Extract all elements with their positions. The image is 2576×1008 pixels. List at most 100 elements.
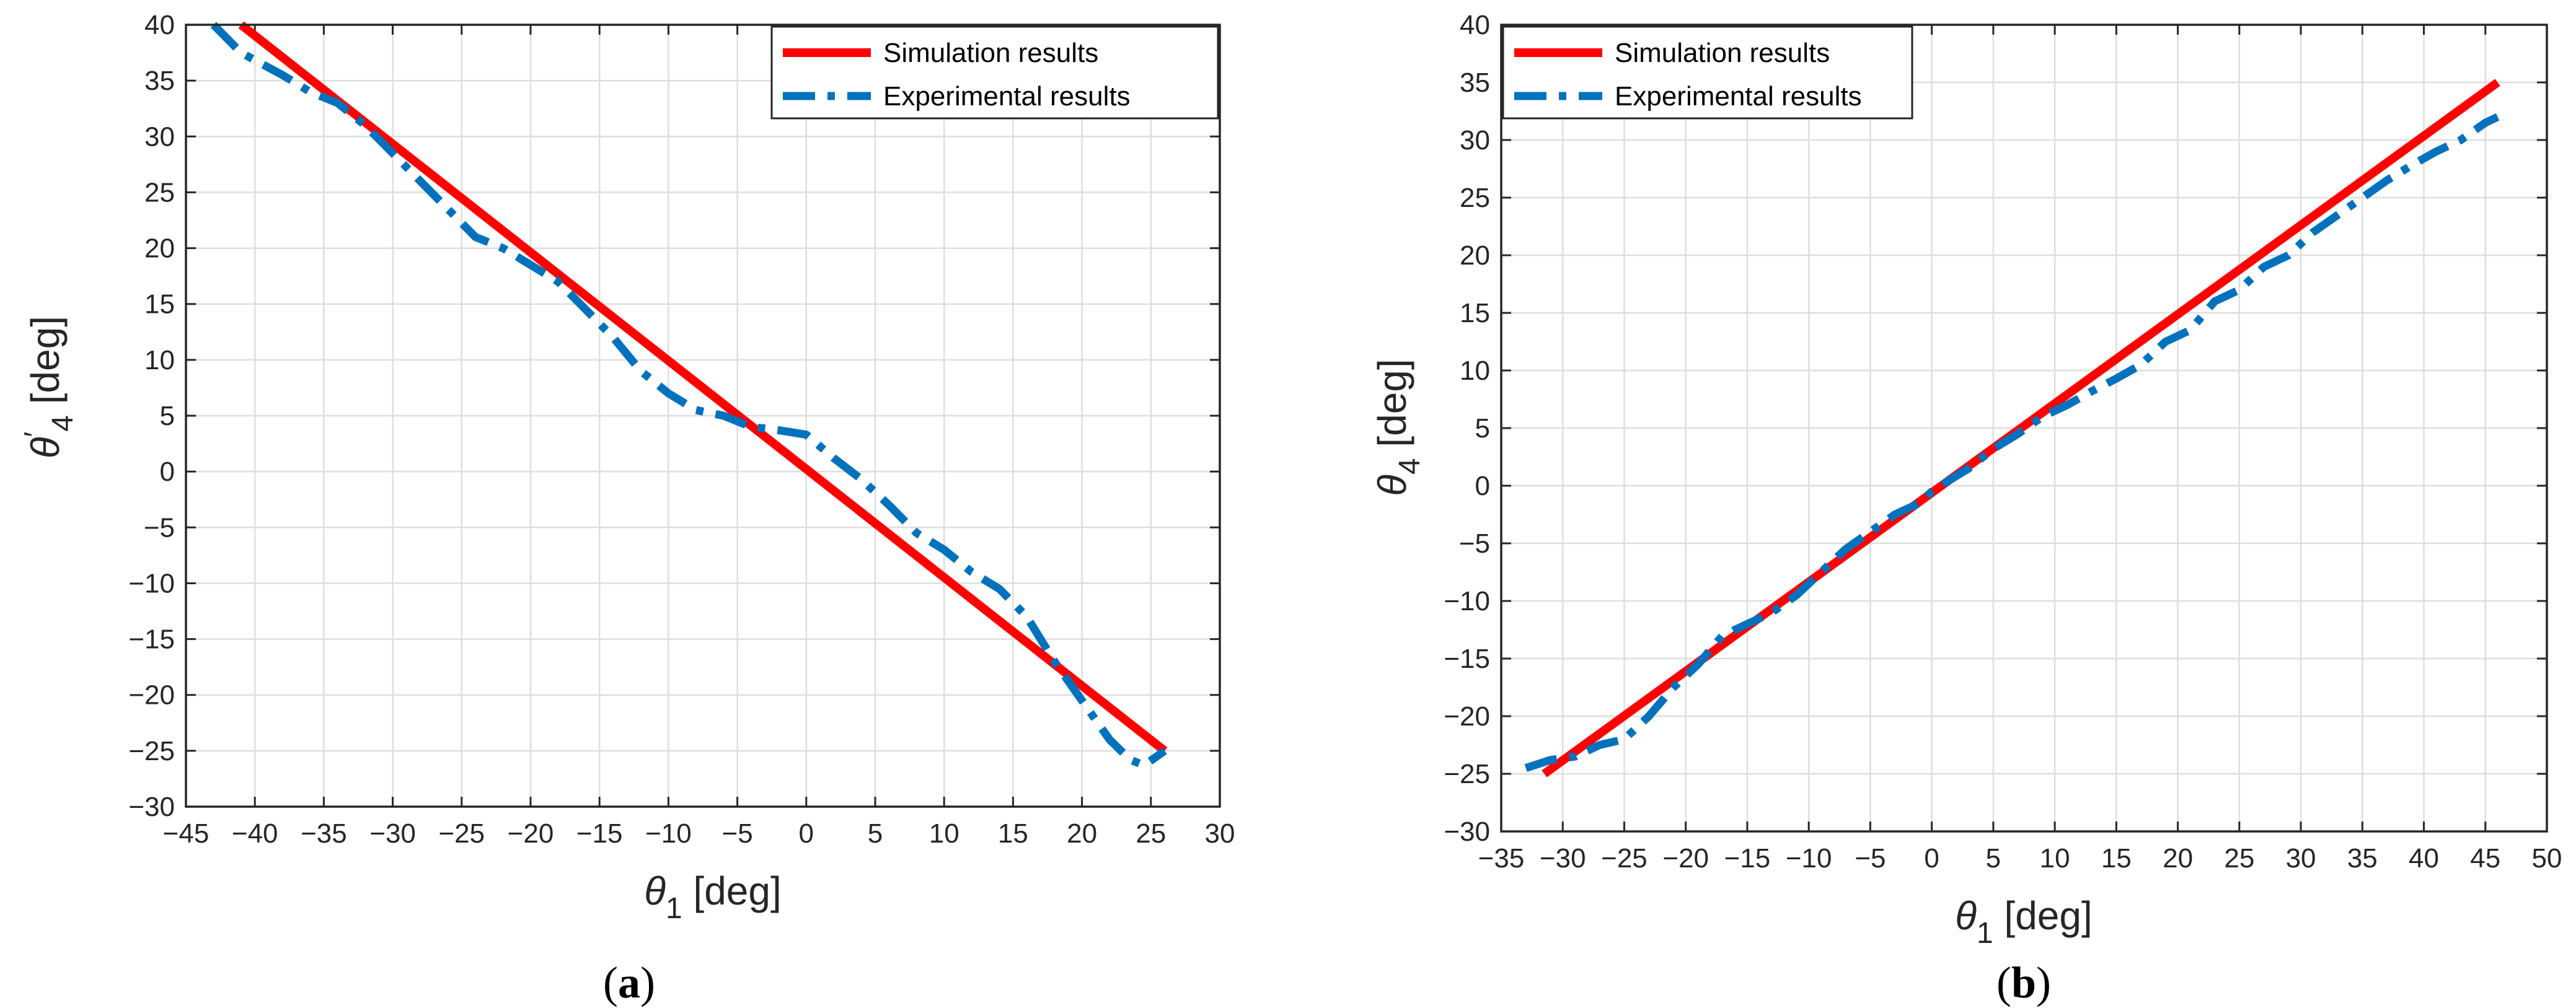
y-tick-label: −30 xyxy=(128,792,175,822)
y-tick-label: −20 xyxy=(128,680,175,711)
x-axis-label: θ1 [deg] xyxy=(644,869,782,925)
x-axis-unit: [deg] xyxy=(1993,893,2093,938)
y-axis-symbol: θ xyxy=(1370,475,1414,496)
x-tick-label: 5 xyxy=(868,818,883,849)
panel-label-open: ( xyxy=(1996,958,2011,1007)
x-tick-label: −40 xyxy=(232,818,278,849)
x-tick-label: −15 xyxy=(576,818,623,849)
experimental-line xyxy=(1524,113,2500,772)
x-tick-label: 10 xyxy=(929,818,959,849)
panel-label-close: ) xyxy=(2036,958,2051,1007)
x-tick-label: 30 xyxy=(2286,843,2316,874)
y-tick-label: 10 xyxy=(1460,356,1490,386)
x-tick-label: −35 xyxy=(301,818,347,849)
y-tick-label: 0 xyxy=(1475,471,1490,501)
y-tick-label: −10 xyxy=(1444,586,1490,616)
x-tick-label: 40 xyxy=(2409,843,2439,874)
y-tick-label: 40 xyxy=(144,10,175,40)
x-axis-subscript: 1 xyxy=(1977,917,1993,950)
x-tick-label: −45 xyxy=(163,818,210,849)
legend-box xyxy=(1502,25,1913,120)
legend-label-simulation: Simulation results xyxy=(1615,38,1830,68)
y-axis-subscript: 4 xyxy=(46,415,79,432)
x-tick-label: −25 xyxy=(438,818,485,849)
experimental-line xyxy=(210,22,1167,769)
y-tick-label: −20 xyxy=(1444,701,1490,732)
x-tick-label: 10 xyxy=(2040,843,2070,874)
y-axis-symbol: θ xyxy=(23,437,68,458)
x-tick-label: −5 xyxy=(722,818,753,849)
x-tick-label: −15 xyxy=(1724,843,1771,874)
y-tick-label: 15 xyxy=(1460,298,1490,328)
panel-label-letter: a xyxy=(618,958,640,1007)
y-tick-label: 30 xyxy=(1460,125,1490,156)
axes-box xyxy=(1500,24,2548,833)
x-tick-label: 50 xyxy=(2532,843,2562,874)
x-tick-label: 25 xyxy=(2224,843,2254,874)
chart-b: −35 −30 −25 −20 −15 −10 −5 0 5 10 15 20 25 30 35 40 45 50… xyxy=(1370,10,2562,1007)
x-tick-label: 15 xyxy=(2101,843,2132,874)
x-tick-label: 20 xyxy=(1067,818,1097,849)
y-tick-label: −15 xyxy=(1444,644,1490,674)
panel-label-open: ( xyxy=(603,958,618,1007)
x-tick-label: −20 xyxy=(508,818,554,849)
y-tick-label: 20 xyxy=(1460,240,1490,271)
x-axis-label: θ1 [deg] xyxy=(1955,893,2093,950)
x-axis-unit: [deg] xyxy=(682,869,782,913)
y-tick-label: −25 xyxy=(1444,759,1490,789)
y-tick-label: 10 xyxy=(144,345,175,375)
x-tick-label: −10 xyxy=(1786,843,1832,874)
x-tick-label: −30 xyxy=(1540,843,1586,874)
y-tick-label: 25 xyxy=(144,177,175,208)
x-tick-label: 0 xyxy=(1924,843,1939,874)
y-axis-label: θ4 [deg] xyxy=(1370,359,1426,496)
y-axis-label: θ′4 [deg] xyxy=(18,316,79,458)
x-tick-label: 35 xyxy=(2347,843,2378,874)
y-tick-label: 40 xyxy=(1460,10,1490,40)
y-tick-label: −25 xyxy=(128,736,175,766)
y-tick-label: 20 xyxy=(144,234,175,264)
legend: Simulation results Experimental results xyxy=(770,25,1219,120)
y-axis-unit: [deg] xyxy=(23,316,68,415)
legend-label-experimental: Experimental results xyxy=(1615,81,1862,112)
panel-label-close: ) xyxy=(640,958,655,1007)
x-tick-label: 30 xyxy=(1205,818,1235,849)
legend-label-experimental: Experimental results xyxy=(883,81,1131,112)
x-tick-label: 20 xyxy=(2163,843,2193,874)
y-tick-label: 35 xyxy=(144,66,175,96)
y-tick-label: −5 xyxy=(144,512,175,543)
y-tick-label: 35 xyxy=(1460,68,1490,98)
x-tick-label: −25 xyxy=(1601,843,1647,874)
x-tick-label: −30 xyxy=(369,818,416,849)
legend-box xyxy=(770,25,1219,120)
y-tick-label: 15 xyxy=(144,289,175,320)
x-axis-symbol: θ xyxy=(644,869,666,913)
x-tick-label: 45 xyxy=(2470,843,2500,874)
y-axis-subscript: 4 xyxy=(1393,458,1426,475)
y-tick-label: −15 xyxy=(128,625,175,655)
y-tick-label: −5 xyxy=(1459,528,1490,559)
y-tick-label: −10 xyxy=(128,568,175,598)
x-axis-symbol: θ xyxy=(1955,893,1977,938)
x-tick-label: 15 xyxy=(998,818,1028,849)
x-tick-label: −10 xyxy=(645,818,692,849)
y-axis-unit: [deg] xyxy=(1370,359,1414,458)
y-tick-label: 25 xyxy=(1460,183,1490,213)
panel-label: (b) xyxy=(1996,958,2051,1007)
y-tick-label: −30 xyxy=(1444,817,1490,847)
simulation-line xyxy=(238,21,1168,755)
legend-label-simulation: Simulation results xyxy=(883,38,1098,68)
x-tick-label: −5 xyxy=(1855,843,1886,874)
chart-a: −45 −40 −35 −30 −25 −20 −15 −10 −5 0 5 10 15 20 25 30−3… xyxy=(18,10,1235,1007)
x-tick-label: −35 xyxy=(1478,843,1525,874)
y-tick-label: 5 xyxy=(160,401,175,431)
y-tick-label: 0 xyxy=(160,457,175,487)
axes-box xyxy=(185,24,1221,808)
x-tick-label: 5 xyxy=(1986,843,2001,874)
y-tick-label: 30 xyxy=(144,121,175,152)
x-tick-label: −20 xyxy=(1662,843,1709,874)
x-axis-subscript: 1 xyxy=(666,892,682,925)
y-axis-prime: ′ xyxy=(18,432,50,437)
y-tick-label: 5 xyxy=(1475,413,1490,444)
